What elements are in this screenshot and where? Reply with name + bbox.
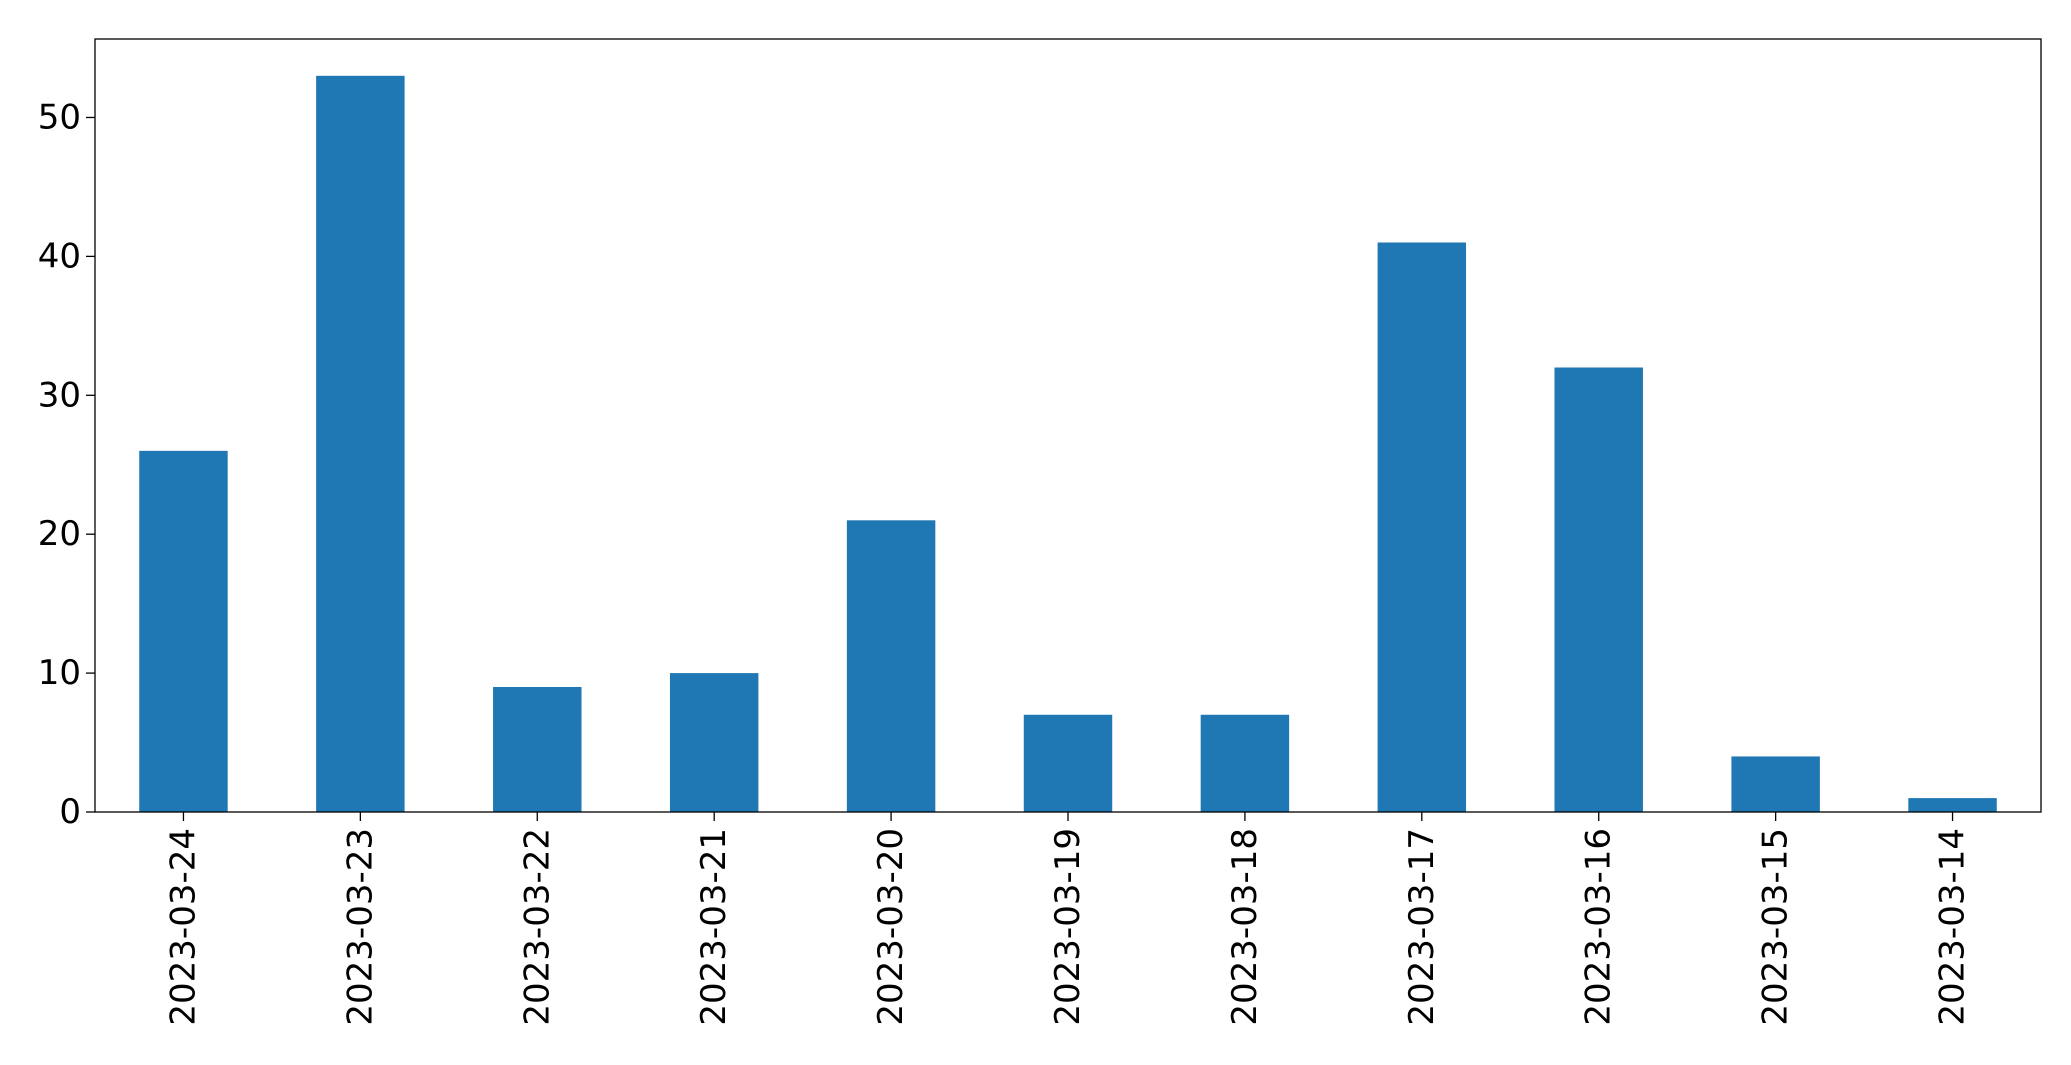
x-tick-label-2023-03-14: 2023-03-14 — [1933, 828, 1973, 1026]
y-tick-label-20: 20 — [38, 514, 81, 554]
bar-2023-03-24 — [139, 450, 228, 812]
x-axis: 2023-03-24 2023-03-23 2023-03-22 2023-03-21… — [163, 812, 1973, 1026]
bar-2023-03-23 — [316, 75, 405, 813]
y-tick-label-50: 50 — [38, 97, 81, 137]
x-tick-label-2023-03-20: 2023-03-20 — [871, 828, 911, 1026]
x-tick-label-2023-03-22: 2023-03-22 — [517, 828, 557, 1026]
bar-2023-03-20 — [846, 520, 936, 812]
x-tick-label-2023-03-24: 2023-03-24 — [163, 828, 203, 1026]
bar-2023-03-21 — [669, 673, 759, 812]
bar-2023-03-19 — [1023, 714, 1113, 812]
bars-group — [139, 75, 1997, 813]
x-tick-label-2023-03-19: 2023-03-19 — [1048, 828, 1088, 1026]
x-tick-label-2023-03-18: 2023-03-18 — [1225, 828, 1265, 1026]
x-tick-label-2023-03-16: 2023-03-16 — [1579, 828, 1619, 1026]
bar-2023-03-22 — [493, 686, 582, 812]
bar-2023-03-15 — [1731, 756, 1820, 812]
y-tick-label-30: 30 — [38, 375, 81, 415]
x-tick-label-2023-03-17: 2023-03-17 — [1402, 828, 1442, 1026]
y-tick-label-0: 0 — [59, 792, 81, 832]
bar-2023-03-16 — [1554, 367, 1643, 812]
x-tick-label-2023-03-23: 2023-03-23 — [340, 828, 380, 1026]
y-tick-label-10: 10 — [38, 653, 81, 693]
bar-2023-03-14 — [1908, 798, 1997, 812]
bar-2023-03-17 — [1377, 242, 1467, 813]
plot-frame — [94, 38, 2042, 813]
bar-2023-03-18 — [1200, 714, 1290, 812]
x-tick-label-2023-03-15: 2023-03-15 — [1756, 828, 1796, 1026]
x-tick-label-2023-03-21: 2023-03-21 — [694, 828, 734, 1026]
y-axis: 0 10 20 30 40 50 — [38, 97, 95, 832]
y-tick-label-40: 40 — [38, 236, 81, 276]
